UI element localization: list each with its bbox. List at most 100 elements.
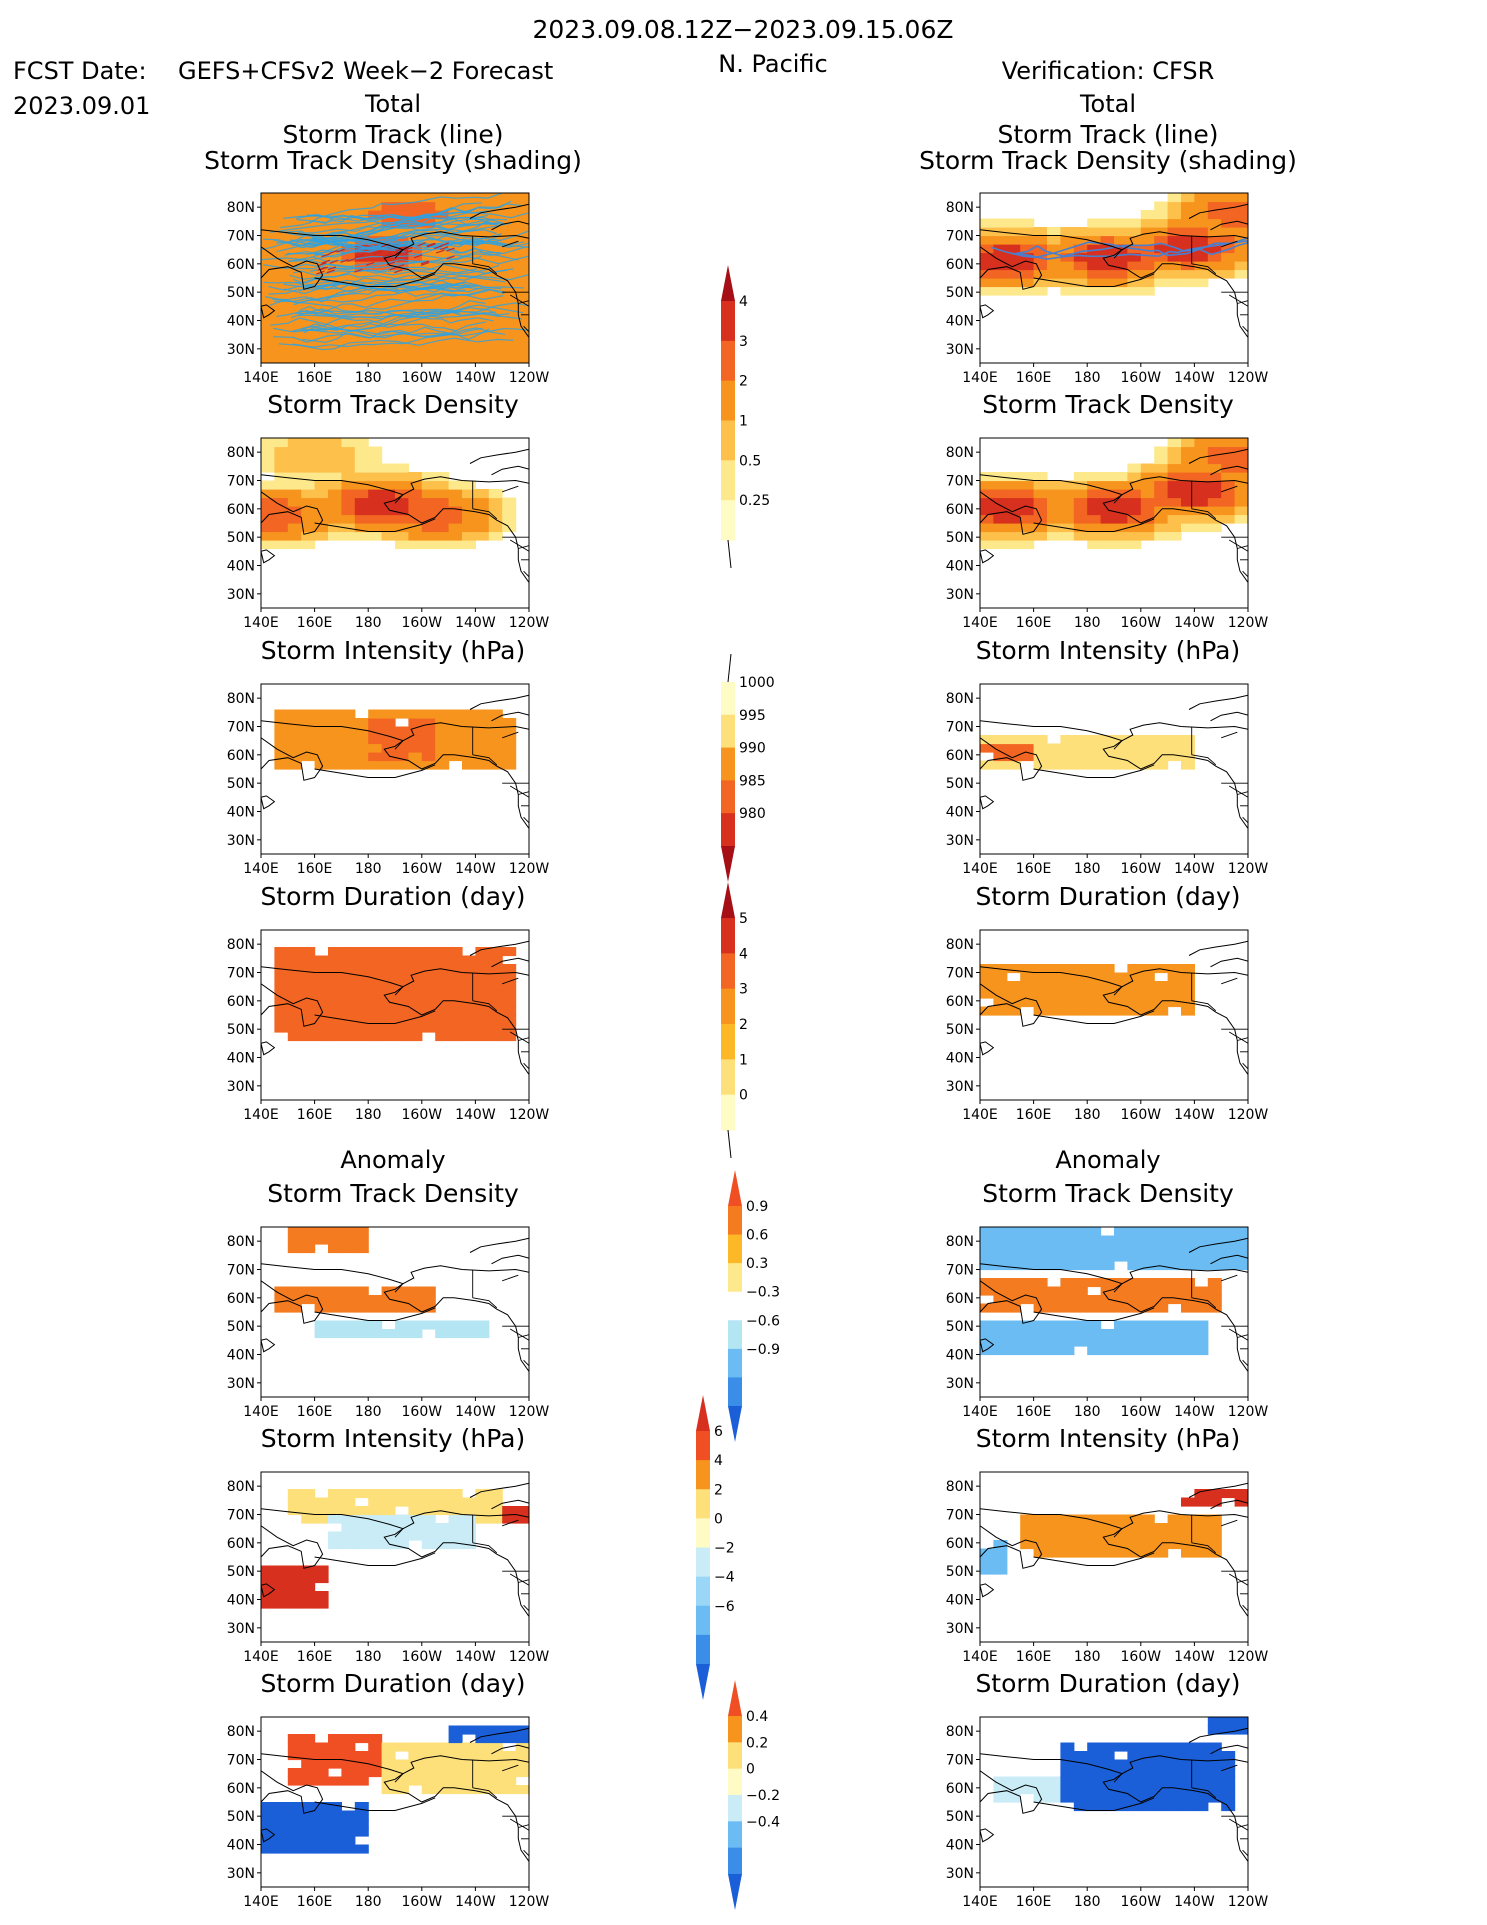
field-cell (1207, 1531, 1222, 1541)
field-cell (354, 1506, 369, 1516)
field-cell (1114, 523, 1128, 533)
field-cell (395, 1295, 409, 1305)
field-cell (1087, 1006, 1102, 1016)
field-cell (993, 1557, 1008, 1567)
field-cell (1207, 1725, 1222, 1735)
field-cell (301, 964, 316, 974)
field-cell (1181, 1261, 1195, 1271)
field-cell (328, 523, 342, 533)
field-cell (395, 1531, 409, 1541)
field-cell (475, 1023, 490, 1033)
field-cell (1114, 497, 1128, 507)
coastline (1033, 1010, 1155, 1024)
field-cell (1100, 1337, 1115, 1347)
field-cell (1221, 514, 1236, 524)
coastline (1121, 1265, 1248, 1285)
field-cell (980, 1235, 994, 1245)
field-cell (1194, 1346, 1209, 1356)
colorbar-label: 2 (739, 1017, 748, 1033)
field-cell (368, 981, 383, 991)
field-cell (462, 1523, 476, 1533)
field-cell (368, 998, 383, 1008)
field-cell (1194, 1548, 1209, 1558)
field-cell (368, 514, 383, 524)
field-cell (1207, 1717, 1222, 1727)
lat-tick-label: 40N (946, 1348, 974, 1364)
field-cell (1114, 286, 1128, 296)
field-cell (1087, 1244, 1102, 1254)
field-cell (261, 531, 275, 541)
field-cell (1154, 1337, 1169, 1347)
field-cell (502, 1785, 517, 1795)
field-cell (328, 1329, 342, 1339)
field-cell (1073, 989, 1088, 999)
storm-track-line (293, 288, 507, 306)
coastline (980, 1583, 995, 1598)
field-cell (408, 752, 423, 762)
field-cell (1181, 1227, 1195, 1237)
field-cell (1194, 1802, 1209, 1812)
field-cell (1073, 269, 1088, 279)
coastline (402, 968, 529, 988)
field-cell (381, 531, 396, 541)
field-cell (301, 540, 316, 550)
lon-tick-label: 120W (509, 615, 550, 631)
field-cell (274, 1802, 289, 1812)
field-cell (1100, 480, 1115, 490)
field-cell (1207, 193, 1222, 203)
map-panels: Storm Track (line)Storm Track Density (s… (204, 120, 1297, 1910)
field-cell (341, 1776, 356, 1786)
field-cell (1181, 1278, 1195, 1288)
political-border (1242, 1604, 1248, 1612)
field-cell (287, 709, 302, 719)
colorbar-label: 0.25 (739, 493, 770, 509)
field-cell (274, 972, 289, 982)
field-cell (408, 210, 423, 220)
lat-tick-label: 50N (227, 1319, 255, 1335)
field-cell (1207, 506, 1222, 516)
field-cell (1221, 472, 1236, 482)
field-cell (261, 1599, 275, 1609)
field-cell (1060, 1523, 1075, 1533)
field-cell (301, 1751, 316, 1761)
field-cell (448, 955, 463, 965)
coastline (261, 720, 529, 829)
field-cell (287, 1565, 302, 1575)
field-cell (1047, 1235, 1061, 1245)
field-cell (435, 514, 450, 524)
coastline (1188, 203, 1248, 219)
field-cell (475, 1759, 490, 1769)
field-cell (328, 743, 342, 753)
field-cell (1154, 252, 1169, 262)
field-cell (1114, 1278, 1128, 1288)
field-cell (341, 1489, 356, 1499)
map-panel-fcst_total_density: Storm Track Density80N70N60N50N40N30N140… (227, 390, 550, 631)
field-cell (314, 446, 329, 456)
field-cell (1047, 235, 1061, 245)
field-cell (408, 218, 423, 228)
field-cell (301, 1802, 316, 1812)
field-cell (502, 726, 517, 736)
map-frame (260, 192, 530, 364)
field-cell (1140, 998, 1155, 1008)
field-cell (980, 735, 994, 745)
coastline (261, 246, 324, 290)
colorbar-segment (728, 1234, 742, 1264)
lat-tick-label: 70N (946, 1263, 974, 1279)
lat-tick-label: 80N (946, 1234, 974, 1250)
field-cell (368, 269, 383, 279)
field-cell (1006, 743, 1021, 753)
coastline (314, 764, 436, 778)
field-cell (435, 218, 450, 228)
field-cell (301, 709, 316, 719)
political-border (509, 785, 529, 798)
field-cell (301, 1286, 316, 1296)
field-cell (993, 1286, 1008, 1296)
field-cell (301, 1810, 316, 1820)
field-cell (1020, 1776, 1035, 1786)
field-cell (448, 1742, 463, 1752)
colorbar-label: 0.2 (746, 1735, 768, 1751)
field-cell (980, 1565, 994, 1575)
colorbar-arrow-top (728, 1680, 742, 1716)
colorbar-arrow-bottom (728, 1874, 742, 1910)
